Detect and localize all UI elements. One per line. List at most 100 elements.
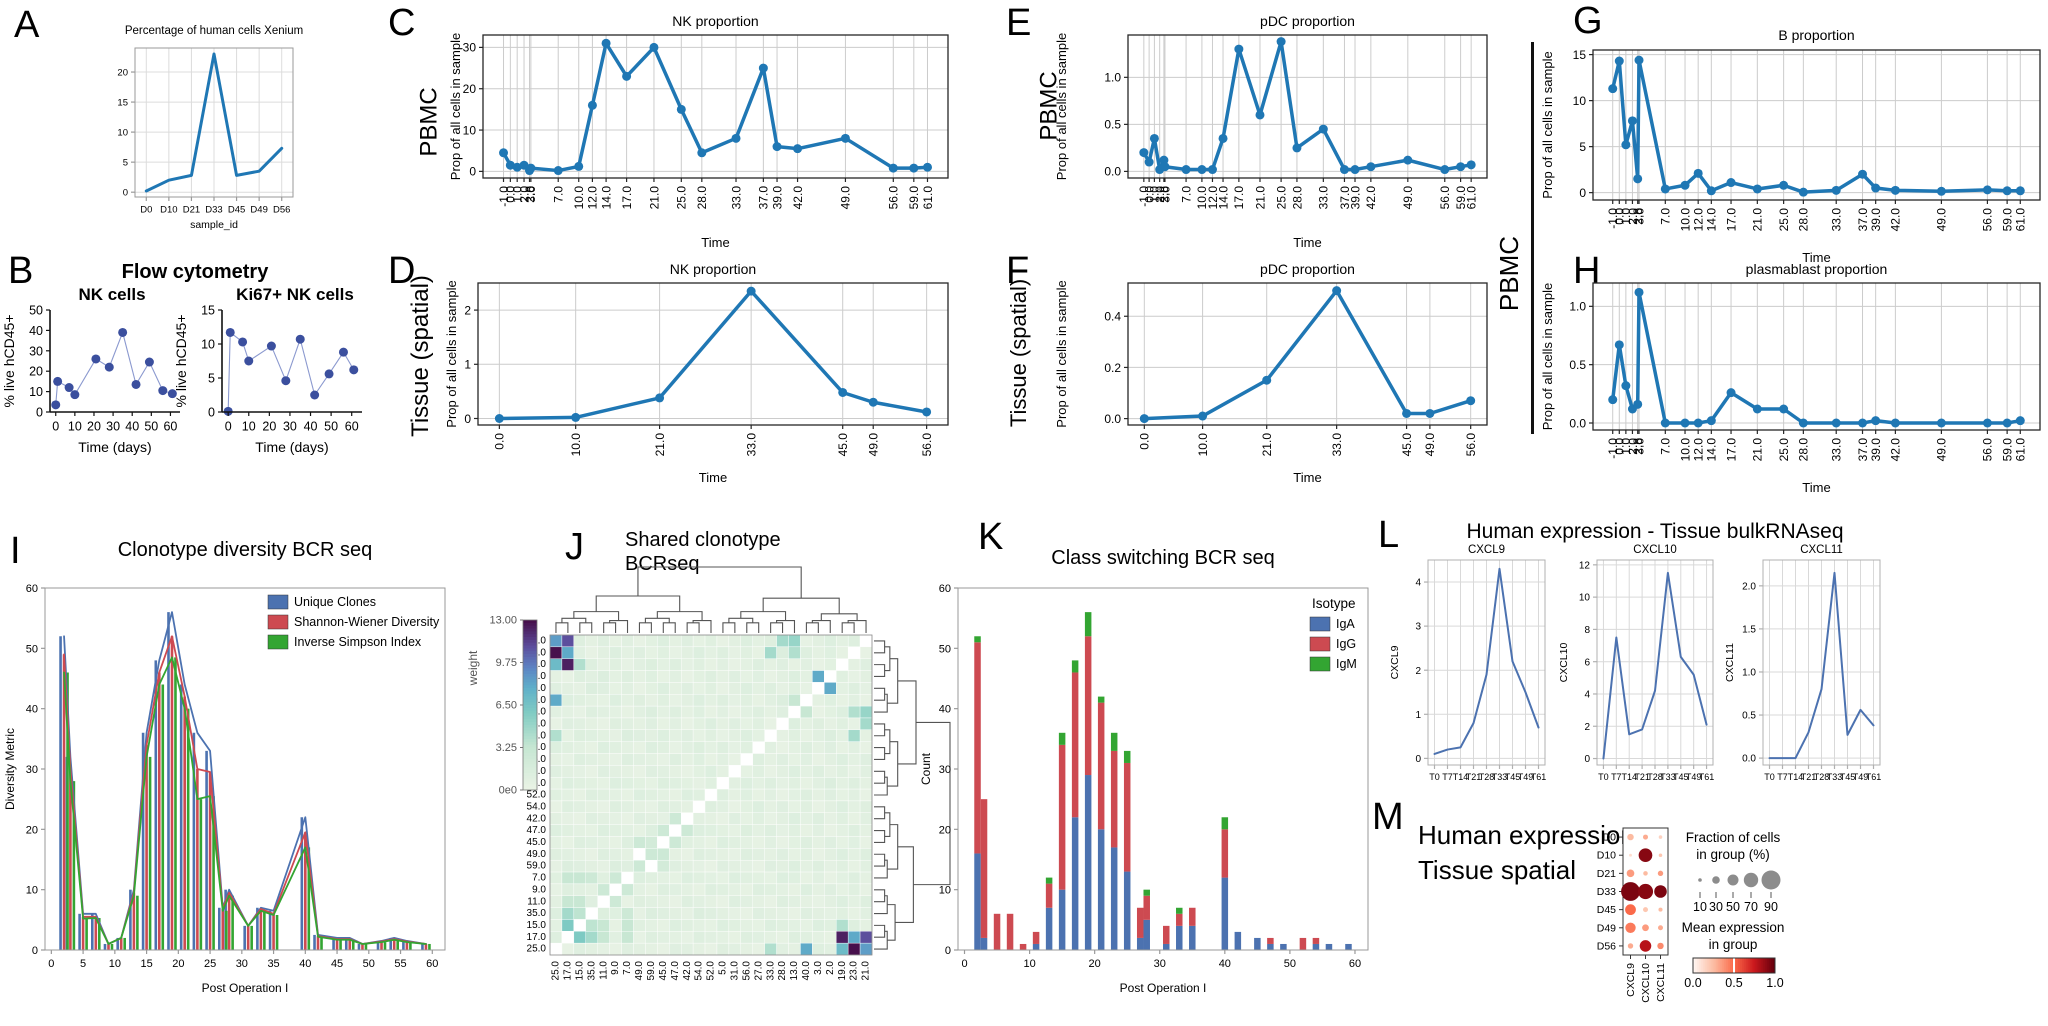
- svg-text:42.0: 42.0: [527, 813, 547, 824]
- panel-d-chart: 0.0 10.0 21.0 33.0 45.0 49.0 56.0 0 1 2 NK proport…: [444, 261, 949, 485]
- svg-text:T61: T61: [1699, 772, 1715, 782]
- svg-text:BCRseq: BCRseq: [625, 553, 699, 575]
- svg-text:5.0: 5.0: [532, 778, 546, 789]
- svg-text:3: 3: [1415, 622, 1421, 633]
- svg-C-plot: -1.00.01.02.02.83.0 7.0 10.0 12.0 14.0 17.0 21…: [448, 13, 949, 250]
- panel-m-dotplot: D0 D10 D21 D33 D45 D49 D56 CXCL9 CXCL10 CXCL11 Fra…: [1597, 827, 1784, 1003]
- svg-text:Time: Time: [701, 235, 729, 250]
- svg-text:4: 4: [1415, 578, 1421, 589]
- svg-text:Isotype: Isotype: [1312, 596, 1356, 611]
- svg-text:D0: D0: [1603, 832, 1617, 844]
- svg-text:14.0: 14.0: [1705, 208, 1719, 232]
- svg-text:Time (days): Time (days): [255, 439, 328, 455]
- tmp-b-plot: 0 10 20 30 40 50 60 0 10 20 30 40 50 NK cells Time (da…: [1, 285, 180, 455]
- svg-text:D56: D56: [273, 205, 290, 216]
- svg-text:28.0: 28.0: [1797, 208, 1811, 232]
- svg-text:33.0: 33.0: [1830, 208, 1844, 232]
- svg-text:1.0: 1.0: [511, 186, 525, 203]
- svg-text:13.00: 13.00: [489, 615, 517, 627]
- svg-text:T45: T45: [1840, 772, 1856, 782]
- svg-text:12: 12: [1579, 560, 1591, 571]
- svg-text:47.0: 47.0: [527, 825, 547, 836]
- svg-text:0: 0: [48, 958, 54, 970]
- svg-text:11.0: 11.0: [527, 896, 546, 907]
- svg-text:T21: T21: [1634, 772, 1650, 782]
- svg-text:D49: D49: [1597, 922, 1616, 934]
- svg-text:2.8: 2.8: [1157, 186, 1171, 203]
- svg-text:CXCL11: CXCL11: [1800, 544, 1843, 556]
- svg-text:1.0: 1.0: [1742, 668, 1756, 679]
- svg-text:25.0: 25.0: [551, 961, 562, 981]
- svg-text:49.0: 49.0: [1935, 208, 1949, 232]
- svg-text:0.0: 0.0: [1104, 165, 1121, 179]
- svg-text:49.0: 49.0: [1935, 438, 1949, 462]
- svg-text:pDC proportion: pDC proportion: [1260, 13, 1355, 29]
- svg-text:Time: Time: [1293, 235, 1321, 250]
- svg-text:Fraction of cells: Fraction of cells: [1686, 830, 1781, 845]
- svg-text:45: 45: [331, 958, 343, 970]
- svg-text:pDC proportion: pDC proportion: [1260, 261, 1355, 277]
- svg-text:9.0: 9.0: [610, 961, 621, 975]
- svg-text:sample_id: sample_id: [190, 219, 238, 231]
- svg-text:50: 50: [26, 643, 38, 655]
- svg-text:13.0: 13.0: [789, 961, 800, 981]
- svg-text:3.0: 3.0: [524, 186, 538, 203]
- svg-text:Post Operation I: Post Operation I: [202, 981, 289, 995]
- svg-text:T28: T28: [1479, 772, 1495, 782]
- svg-text:17.0: 17.0: [563, 961, 574, 981]
- svg-text:21.0: 21.0: [653, 433, 667, 457]
- svg-text:Time: Time: [1802, 250, 1830, 265]
- svg-text:37.0: 37.0: [1338, 186, 1352, 210]
- svg-text:0.2: 0.2: [1104, 361, 1121, 375]
- panel-a-letter: A: [14, 4, 40, 46]
- panel-b-letter: B: [8, 250, 34, 292]
- svg-text:Prop of all cells in sample: Prop of all cells in sample: [1054, 280, 1069, 427]
- svg-text:2.0: 2.0: [1153, 186, 1167, 203]
- svg-text:-1.0: -1.0: [1606, 438, 1620, 459]
- svg-text:35.0: 35.0: [586, 961, 597, 981]
- svg-text:1: 1: [464, 358, 471, 372]
- svg-text:28.0: 28.0: [1290, 186, 1304, 210]
- svg-text:60: 60: [939, 583, 951, 595]
- svg-text:-1.0: -1.0: [1137, 186, 1151, 207]
- svg-text:CXCL10: CXCL10: [1558, 643, 1570, 683]
- svg-text:30: 30: [1154, 958, 1166, 970]
- svg-text:54.0: 54.0: [527, 801, 547, 812]
- svg-text:42.0: 42.0: [1889, 208, 1903, 232]
- svg-text:Shannon-Wiener Diversity: Shannon-Wiener Diversity: [294, 615, 440, 629]
- svg-text:6: 6: [1584, 657, 1590, 668]
- svg-text:10.0: 10.0: [1195, 186, 1209, 210]
- svg-text:T33: T33: [1660, 772, 1676, 782]
- svg-text:0: 0: [1579, 186, 1586, 200]
- panel-c-letter: C: [388, 2, 416, 44]
- svg-text:T14: T14: [1453, 772, 1469, 782]
- svg-text:7.0: 7.0: [552, 186, 566, 203]
- svg-text:9.0: 9.0: [532, 884, 546, 895]
- svg-text:0.5: 0.5: [1725, 976, 1742, 990]
- svg-text:0.4: 0.4: [1104, 310, 1121, 324]
- svg-text:28.0: 28.0: [695, 186, 709, 210]
- svg-text:30: 30: [26, 764, 38, 776]
- svg-text:42.0: 42.0: [1364, 186, 1378, 210]
- svg-text:Flow cytometry: Flow cytometry: [122, 261, 270, 283]
- svg-text:52.0: 52.0: [706, 961, 717, 981]
- svg-text:0.0: 0.0: [504, 186, 518, 203]
- panel-l-letter: L: [1378, 514, 1400, 556]
- svg-text:Class switching BCR seq: Class switching BCR seq: [1051, 547, 1274, 569]
- svg-text:D56: D56: [1597, 940, 1616, 952]
- svg-text:10.0: 10.0: [1678, 208, 1692, 232]
- svg-text:61.0: 61.0: [2014, 438, 2028, 462]
- svg-text:56.0: 56.0: [887, 186, 901, 210]
- svg-text:T33: T33: [1492, 772, 1508, 782]
- svg-text:7.0: 7.0: [622, 961, 633, 975]
- svg-text:21.0: 21.0: [1253, 186, 1267, 210]
- svg-text:3.0: 3.0: [813, 961, 824, 975]
- svg-text:3.0: 3.0: [1632, 438, 1646, 455]
- svg-text:0: 0: [469, 165, 476, 179]
- panel-e-chart: -1.00.01.02.02.83.0 7.0 10.012.014.0 17.0 21…: [1054, 13, 1488, 250]
- svg-text:T45: T45: [1673, 772, 1689, 782]
- svg-text:10.0: 10.0: [569, 433, 583, 457]
- panel-m-letter: M: [1372, 796, 1404, 838]
